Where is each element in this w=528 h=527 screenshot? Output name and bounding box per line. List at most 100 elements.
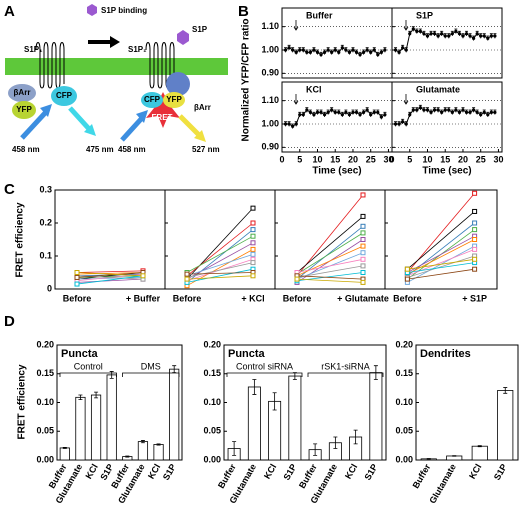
chart-title: Puncta <box>228 348 266 360</box>
y-tick-label: 0.90 <box>261 68 279 78</box>
yfp-label: YFP <box>16 105 32 114</box>
receptor-label: S1P₁ <box>128 45 147 54</box>
arrow-head <box>110 36 120 48</box>
x-tick-label: S1P <box>492 462 509 482</box>
arrestin-label: βArr <box>194 103 211 112</box>
y-axis-label: FRET efficiency <box>17 364 28 439</box>
error-bar <box>252 379 257 395</box>
excitation-label: 458 nm <box>12 145 40 154</box>
marker <box>472 237 478 242</box>
y-tick-label: 0.20 <box>36 339 54 349</box>
bar <box>497 390 514 461</box>
marker <box>393 122 398 126</box>
series-line <box>76 272 144 277</box>
series-line <box>296 216 364 273</box>
marker <box>250 233 256 239</box>
marker <box>312 113 316 117</box>
marker <box>475 32 479 36</box>
marker <box>464 32 469 36</box>
excitation-arrow <box>20 110 48 140</box>
marker <box>415 29 419 33</box>
yfp <box>12 101 36 119</box>
marker <box>344 110 348 114</box>
x-tick-label: Before <box>283 293 312 303</box>
receptor <box>35 42 65 89</box>
marker <box>415 108 419 112</box>
marker <box>184 276 190 282</box>
series-line <box>186 268 254 283</box>
marker <box>457 32 462 36</box>
plot-frame <box>164 189 276 290</box>
marker <box>479 113 483 117</box>
x-tick-label: 25 <box>366 154 376 164</box>
y-tick-label: 0.00 <box>395 454 413 464</box>
fret-emission-label: 527 nm <box>192 145 220 154</box>
marker <box>250 251 256 257</box>
series-line <box>186 207 254 280</box>
marker <box>333 48 337 52</box>
x-tick-label: 20 <box>348 154 358 164</box>
marker <box>372 110 376 114</box>
group-label: Control <box>74 361 103 371</box>
marker <box>340 46 344 50</box>
marker <box>401 120 405 124</box>
emission-label: 475 nm <box>86 145 114 154</box>
marker <box>454 29 458 33</box>
error-bar <box>333 436 338 449</box>
ligand <box>177 30 189 45</box>
plot-frame <box>391 7 503 79</box>
x-tick-label: 15 <box>330 154 340 164</box>
series-line <box>186 262 254 278</box>
x-tick-label: 10 <box>312 154 322 164</box>
series-line <box>296 258 364 273</box>
fret-arrow <box>178 114 202 138</box>
x-tick-label: 5 <box>407 154 412 164</box>
bar <box>59 447 70 461</box>
marker <box>397 122 401 126</box>
group-label: rSK1-siRNA <box>321 361 370 371</box>
x-tick-label: KCl <box>343 462 359 480</box>
marker <box>365 48 369 52</box>
x-tick-label: 15 <box>440 154 450 164</box>
marker <box>489 34 493 38</box>
marker <box>479 34 483 38</box>
x-tick-label: 20 <box>458 154 468 164</box>
x-tick-label: Glutamate <box>427 462 458 505</box>
cfp <box>141 92 163 108</box>
panel-label: C <box>4 181 15 198</box>
y-tick-label: 0.15 <box>203 368 221 378</box>
group-bracket <box>59 372 117 377</box>
error-bar <box>78 394 83 401</box>
y-axis-label: Normalized YFP/CFP ratio <box>241 19 252 142</box>
bar <box>153 444 164 461</box>
excitation-arrow <box>120 116 144 142</box>
bar <box>471 445 488 461</box>
series-line <box>76 277 144 280</box>
marker <box>461 108 465 112</box>
marker <box>429 110 433 114</box>
plot-frame <box>281 7 393 79</box>
y-tick-label: 0.2 <box>39 217 52 227</box>
error-bar <box>156 443 161 446</box>
y-tick-label: 0.20 <box>203 339 221 349</box>
x-tick-label: + KCl <box>241 293 264 303</box>
series-line <box>186 235 254 273</box>
y-tick-label: 0.10 <box>36 397 54 407</box>
marker <box>347 113 352 117</box>
group-label: Control siRNA <box>236 361 293 371</box>
binding-label: S1P binding <box>101 6 147 15</box>
marker <box>360 213 366 219</box>
marker <box>404 276 410 282</box>
marker <box>489 110 493 114</box>
y-tick-label: 0.10 <box>203 397 221 407</box>
chart-title: S1P <box>416 10 433 20</box>
membrane <box>5 58 228 75</box>
marker <box>472 190 478 196</box>
x-tick-label: 10 <box>422 154 432 164</box>
x-tick-label: 30 <box>493 154 503 164</box>
marker <box>422 32 426 36</box>
x-tick-label: + Buffer <box>126 293 161 303</box>
marker <box>354 50 359 54</box>
marker <box>360 192 366 198</box>
y-tick-label: 0.20 <box>395 339 413 349</box>
